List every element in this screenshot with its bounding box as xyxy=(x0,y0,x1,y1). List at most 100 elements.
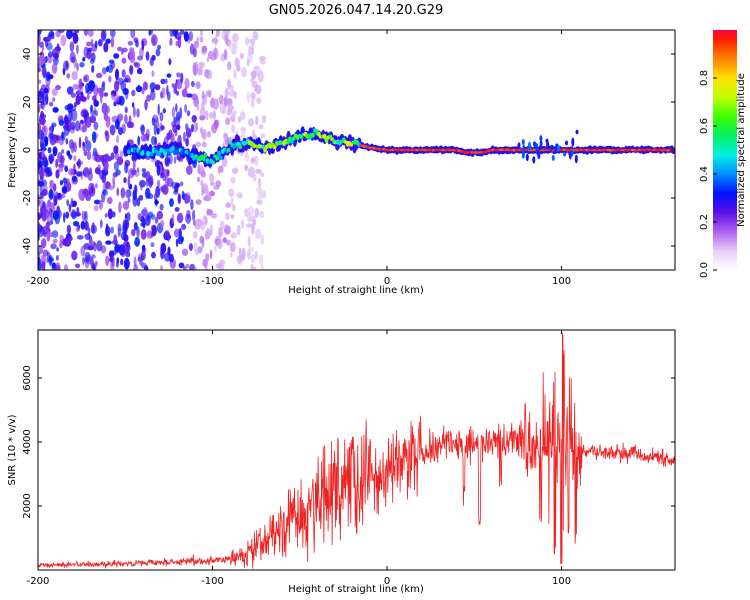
x-tick-label: 100 xyxy=(552,276,571,287)
noise-speckle xyxy=(88,167,93,175)
noise-speckle xyxy=(66,150,71,157)
noise-speckle xyxy=(189,263,196,270)
noise-speckle xyxy=(160,242,167,254)
noise-speckle xyxy=(155,185,161,198)
noise-speckle xyxy=(123,177,127,184)
snr-y-ticks: 2000 4000 6000 xyxy=(22,365,675,519)
noise-speckle xyxy=(48,126,53,132)
noise-speckle xyxy=(167,246,171,256)
noise-speckle xyxy=(70,91,75,99)
noise-speckle xyxy=(224,224,228,230)
noise-speckle xyxy=(41,67,47,75)
noise-speckle xyxy=(39,152,43,159)
ridge-core xyxy=(263,147,267,153)
noise-speckle xyxy=(72,83,79,90)
ridge-core xyxy=(322,133,327,140)
noise-speckle xyxy=(186,165,193,175)
noise-speckle xyxy=(59,234,64,241)
noise-speckle xyxy=(201,101,205,110)
noise-speckle xyxy=(159,203,164,211)
noise-speckle xyxy=(200,179,204,187)
ridge-sidelobe xyxy=(522,144,526,153)
noise-speckle xyxy=(255,168,262,174)
noise-speckle xyxy=(169,198,174,207)
noise-speckle xyxy=(106,196,113,205)
noise-speckle xyxy=(165,78,168,85)
noise-speckle xyxy=(226,61,232,71)
spectrogram-y-ticks: -40 -20 0 20 40 xyxy=(22,48,675,254)
y-tick-label: 20 xyxy=(22,96,33,109)
noise-speckle xyxy=(41,41,44,52)
noise-speckle xyxy=(144,99,148,111)
ridge-core xyxy=(219,155,223,161)
noise-speckle xyxy=(104,213,108,218)
noise-speckle xyxy=(80,96,87,102)
noise-speckle xyxy=(71,70,78,81)
noise-speckle xyxy=(83,46,89,58)
noise-speckle xyxy=(151,158,158,163)
noise-speckle xyxy=(38,181,41,187)
noise-speckle xyxy=(188,243,193,252)
ridge-core xyxy=(316,131,321,137)
noise-speckle xyxy=(236,192,243,199)
noise-speckle xyxy=(173,85,177,94)
ridge-core xyxy=(311,132,315,138)
noise-speckle xyxy=(218,259,226,267)
noise-speckle xyxy=(262,190,266,199)
noise-speckle xyxy=(110,37,115,48)
noise-speckle xyxy=(154,198,158,207)
noise-speckle xyxy=(184,86,187,97)
noise-speckle xyxy=(195,122,198,131)
noise-speckle xyxy=(206,209,213,216)
noise-speckle xyxy=(159,112,164,122)
noise-speckle xyxy=(193,65,198,76)
noise-speckle xyxy=(123,78,130,83)
colorbar-gradient xyxy=(713,30,737,270)
noise-speckle xyxy=(65,238,72,247)
noise-speckle xyxy=(80,193,85,202)
noise-speckle xyxy=(104,130,109,137)
noise-speckle xyxy=(142,206,148,219)
spectrogram-marks xyxy=(38,30,675,270)
y-tick-label: 2000 xyxy=(22,493,33,518)
colorbar-ticks: 0.0 0.2 0.4 0.6 0.8 xyxy=(699,70,717,278)
noise-speckle xyxy=(142,81,148,91)
ridge-sidelobe xyxy=(539,140,543,148)
noise-speckle xyxy=(162,108,166,114)
noise-speckle xyxy=(145,51,150,61)
noise-speckle xyxy=(225,117,231,126)
noise-speckle xyxy=(39,117,46,126)
noise-speckle xyxy=(93,205,99,212)
x-tick-label: 0 xyxy=(384,576,390,587)
noise-speckle xyxy=(45,213,53,222)
ridge-sidelobe xyxy=(517,142,521,148)
noise-speckle xyxy=(186,110,191,117)
noise-speckle xyxy=(132,195,138,207)
noise-speckle xyxy=(137,55,144,61)
noise-speckle xyxy=(151,225,157,236)
ridge-core xyxy=(288,136,292,142)
noise-speckle xyxy=(66,73,71,79)
noise-speckle xyxy=(227,79,231,88)
noise-speckle xyxy=(138,194,144,201)
noise-speckle xyxy=(121,47,128,53)
noise-speckle xyxy=(110,30,116,38)
noise-speckle xyxy=(179,107,183,119)
noise-speckle xyxy=(115,119,120,130)
noise-speckle xyxy=(145,264,148,270)
noise-speckle xyxy=(209,181,215,186)
noise-speckle xyxy=(169,154,173,165)
noise-speckle xyxy=(127,197,131,203)
noise-speckle xyxy=(48,189,54,200)
noise-speckle xyxy=(38,63,41,73)
noise-speckle xyxy=(194,249,200,256)
noise-speckle xyxy=(68,203,72,213)
noise-speckle xyxy=(217,264,224,270)
noise-speckle xyxy=(232,204,236,212)
noise-speckle xyxy=(233,69,237,80)
noise-speckle xyxy=(252,265,257,270)
noise-speckle xyxy=(91,80,94,92)
noise-speckle xyxy=(103,153,110,163)
noise-speckle xyxy=(90,109,96,116)
noise-speckle xyxy=(259,210,265,218)
